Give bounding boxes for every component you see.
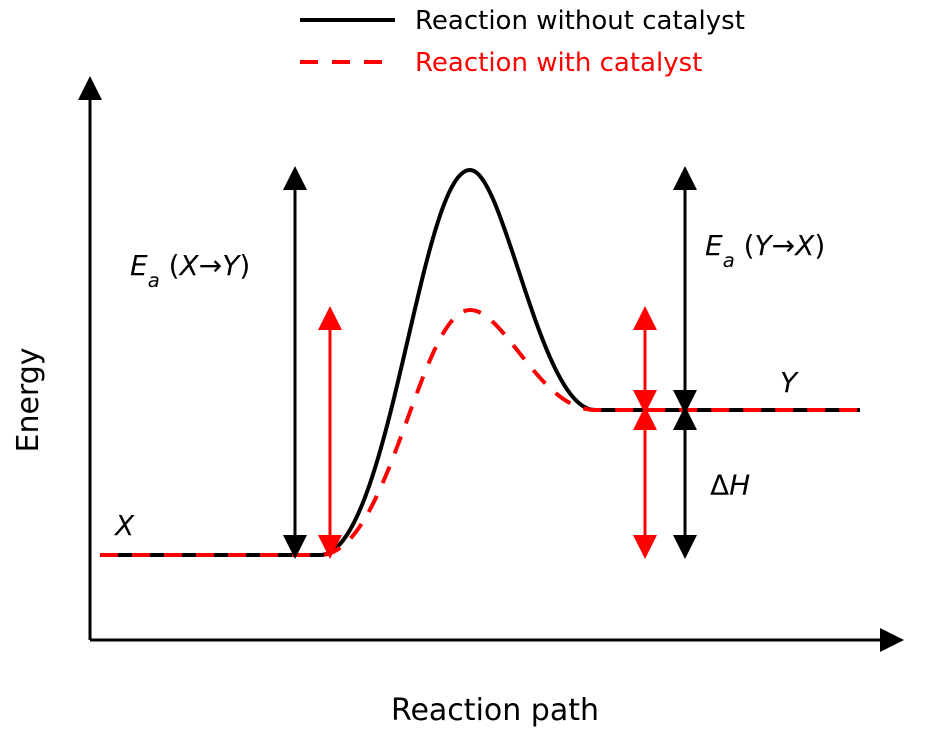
- curve-catalyzed: [100, 310, 860, 555]
- ea-reverse-label: Ea (Y→X): [705, 229, 825, 272]
- energy-diagram: Reaction path Energy Reaction without ca…: [0, 0, 929, 743]
- ea-forward-label: Ea (X→Y): [130, 249, 250, 292]
- delta-h-label: ΔH: [710, 469, 750, 502]
- legend-label-catalyzed: Reaction with catalyst: [415, 48, 702, 78]
- product-label: Y: [780, 366, 799, 399]
- annotation-arrows: [295, 170, 685, 555]
- axes: Reaction path Energy: [11, 80, 900, 728]
- legend: Reaction without catalyst Reaction with c…: [300, 6, 745, 78]
- reactant-label: X: [113, 509, 135, 542]
- legend-label-uncatalyzed: Reaction without catalyst: [415, 6, 745, 36]
- x-axis-label: Reaction path: [391, 693, 599, 728]
- y-axis-label: Energy: [11, 347, 46, 452]
